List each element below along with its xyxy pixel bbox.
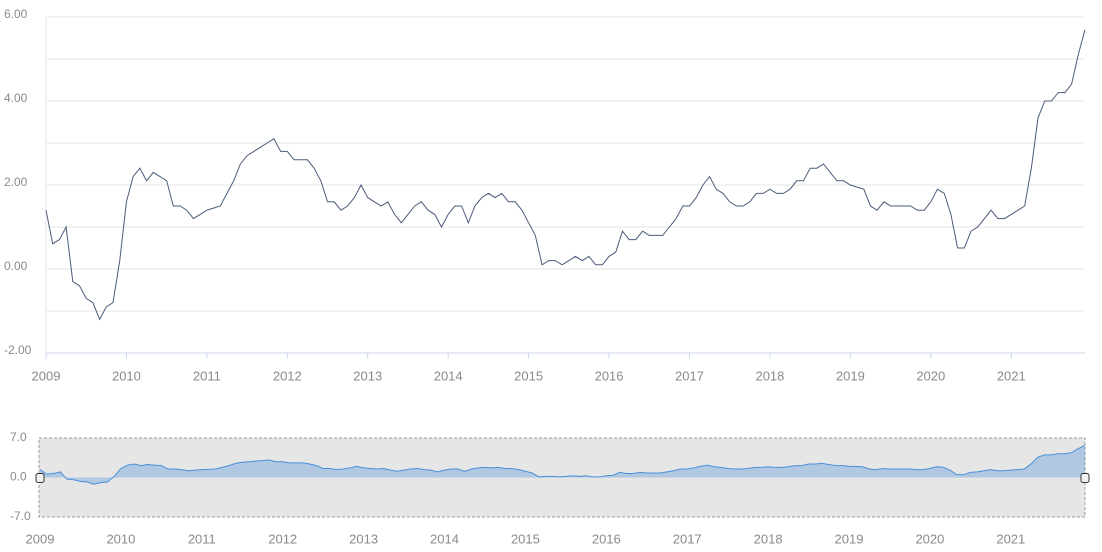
navigator-x-label: 2010 — [106, 531, 135, 546]
navigator-x-label: 2018 — [754, 531, 783, 546]
navigator-x-label: 2016 — [592, 531, 621, 546]
navigator-handle[interactable] — [35, 473, 45, 483]
navigator-x-label: 2013 — [349, 531, 378, 546]
x-tick-label: 2018 — [755, 368, 784, 383]
navigator-x-label: 2012 — [268, 531, 297, 546]
x-tick-label: 2014 — [434, 368, 463, 383]
navigator-y-label: 7.0 — [10, 430, 27, 444]
y-tick-label: 6.00 — [4, 7, 28, 21]
x-tick-label: 2017 — [675, 368, 704, 383]
navigator-x-label: 2015 — [511, 531, 540, 546]
navigator-x-label: 2009 — [26, 531, 55, 546]
navigator-handle[interactable] — [1080, 473, 1090, 483]
navigator-x-label: 2011 — [188, 531, 216, 546]
navigator-x-label: 2014 — [430, 531, 459, 546]
navigator-line — [39, 444, 1086, 485]
x-tick-label: 2012 — [273, 368, 302, 383]
x-tick-label: 2016 — [595, 368, 624, 383]
navigator-x-label: 2019 — [835, 531, 864, 546]
x-tick-label: 2011 — [193, 368, 221, 383]
y-tick-label: 4.00 — [4, 91, 28, 105]
y-tick-label: 0.00 — [4, 259, 28, 273]
x-tick-label: 2020 — [916, 368, 945, 383]
navigator-window[interactable] — [38, 437, 1086, 518]
y-tick-label: -2.00 — [4, 343, 32, 357]
navigator-y-label: 0.0 — [10, 470, 27, 484]
y-tick-label: 2.00 — [4, 175, 28, 189]
navigator-x-label: 2020 — [915, 531, 944, 546]
navigator-x-label: 2021 — [996, 531, 1025, 546]
line — [45, 29, 1086, 321]
x-tick-label: 2021 — [997, 368, 1026, 383]
navigator-area — [40, 445, 1085, 485]
x-tick-label: 2010 — [112, 368, 141, 383]
x-tick-label: 2009 — [32, 368, 61, 383]
navigator-y-label: -7.0 — [10, 509, 31, 523]
x-tick-label: 2015 — [514, 368, 543, 383]
x-tick-label: 2013 — [353, 368, 382, 383]
navigator-x-label: 2017 — [673, 531, 702, 546]
x-tick-label: 2019 — [836, 368, 865, 383]
